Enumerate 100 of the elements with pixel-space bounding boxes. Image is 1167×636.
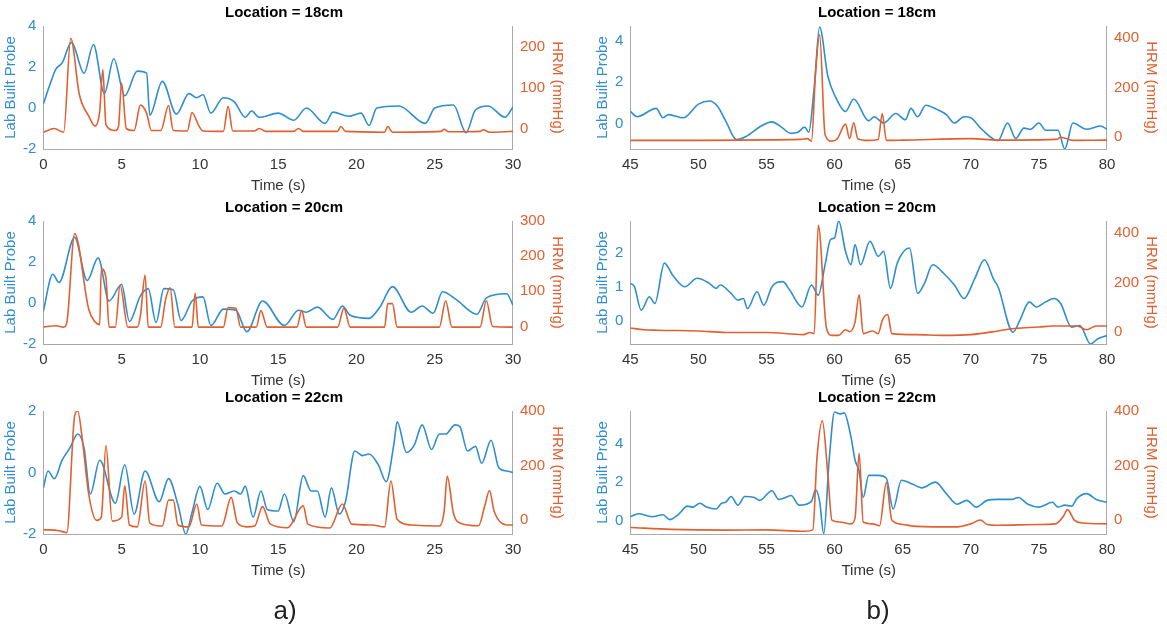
x-tick-label: 55 <box>758 540 775 558</box>
y-axis-title: Lab Built Probe <box>1 36 19 139</box>
y2-tick-label: 400 <box>1113 28 1139 46</box>
x-tick-label: 80 <box>1098 155 1116 173</box>
y2-tick-label: 200 <box>1113 272 1139 290</box>
y-axis-title: Lab Built Probe <box>1 421 19 524</box>
y-tick-label: 2 <box>27 57 37 75</box>
chart-title: Location = 18cm <box>818 3 936 21</box>
y2-tick-label: 200 <box>519 246 545 264</box>
y-axis-title: Lab Built Probe <box>1 231 19 334</box>
y2-tick-label: 0 <box>1113 510 1123 528</box>
x-tick-label: 70 <box>962 540 980 558</box>
y2-tick-label: 200 <box>519 36 545 54</box>
x-tick-label: 15 <box>269 540 287 558</box>
x-tick-label: 10 <box>191 350 209 368</box>
x-tick-label: 0 <box>39 155 48 173</box>
y2-tick-label: 400 <box>519 401 545 419</box>
y2-tick-label: 200 <box>1113 455 1139 473</box>
y2-tick-label: 0 <box>1113 321 1123 339</box>
y-tick-label: 4 <box>27 211 37 229</box>
x-tick-label: 75 <box>1030 155 1048 173</box>
x-tick-label: 0 <box>39 540 48 558</box>
y2-tick-label: 0 <box>1113 126 1123 144</box>
y2-tick-label: 200 <box>1113 77 1139 95</box>
y2-tick-label: 0 <box>519 316 529 334</box>
y-axis-title: Lab Built Probe <box>593 36 611 139</box>
x-tick-label: 25 <box>426 540 444 558</box>
chart-title: Location = 22cm <box>225 388 343 406</box>
x-axis-title: Time (s) <box>841 371 896 389</box>
y-tick-label: 0 <box>27 462 37 480</box>
y-tick-label: -2 <box>22 334 37 352</box>
y-tick-label: 0 <box>615 114 624 132</box>
chart-title: Location = 18cm <box>225 3 343 21</box>
x-tick-label: 55 <box>758 350 775 368</box>
x-tick-label: 55 <box>758 155 775 173</box>
x-axis-title: Time (s) <box>841 561 896 579</box>
y-tick-label: 2 <box>615 472 624 490</box>
y-tick-label: 0 <box>27 293 37 311</box>
text: b) <box>865 595 891 626</box>
x-tick-label: 45 <box>622 540 639 558</box>
x-axis-title: Time (s) <box>841 176 896 194</box>
x-tick-label: 50 <box>690 540 707 558</box>
x-tick-label: 5 <box>117 350 126 368</box>
x-tick-label: 65 <box>894 350 912 368</box>
x-tick-label: 30 <box>504 155 522 173</box>
x-tick-label: 65 <box>894 540 912 558</box>
y2-tick-label: 0 <box>519 118 529 136</box>
x-tick-label: 70 <box>962 155 980 173</box>
x-tick-label: 30 <box>504 350 522 368</box>
y-tick-label: -2 <box>22 524 37 542</box>
x-tick-label: 20 <box>348 155 365 173</box>
x-tick-label: 65 <box>894 155 912 173</box>
chart-title: Location = 22cm <box>818 388 936 406</box>
y2-axis-title: HRM (mmHg) <box>549 41 567 134</box>
x-tick-label: 5 <box>117 540 126 558</box>
y2-tick-label: 400 <box>1113 223 1139 241</box>
x-tick-label: 50 <box>690 155 707 173</box>
y-tick-label: 4 <box>27 16 37 34</box>
chart-title: Location = 20cm <box>818 198 936 216</box>
x-tick-label: 80 <box>1098 540 1116 558</box>
y2-tick-label: 300 <box>519 211 545 229</box>
x-axis-title: Time (s) <box>250 176 306 194</box>
y-tick-label: 1 <box>615 276 624 294</box>
x-tick-label: 15 <box>269 155 287 173</box>
y-tick-label: 4 <box>615 433 624 451</box>
x-tick-label: 10 <box>191 540 209 558</box>
text: a) <box>272 595 298 626</box>
x-axis-title: Time (s) <box>250 561 306 579</box>
y2-tick-label: 200 <box>519 455 545 473</box>
x-tick-label: 60 <box>826 350 843 368</box>
y-tick-label: 4 <box>615 30 624 48</box>
y2-axis-title: HRM (mmHg) <box>1143 426 1161 519</box>
x-tick-label: 70 <box>962 350 980 368</box>
y2-axis-title: HRM (mmHg) <box>549 236 567 329</box>
x-tick-label: 20 <box>348 540 365 558</box>
y2-tick-label: 400 <box>1113 401 1139 419</box>
x-tick-label: 10 <box>191 155 209 173</box>
x-tick-label: 60 <box>826 540 843 558</box>
y-axis-title: Lab Built Probe <box>593 421 611 524</box>
y-tick-label: 2 <box>615 72 624 90</box>
y2-axis-title: HRM (mmHg) <box>549 426 567 519</box>
y-tick-label: 2 <box>27 401 37 419</box>
y-tick-label: 0 <box>27 98 37 116</box>
x-tick-label: 45 <box>622 350 639 368</box>
x-tick-label: 75 <box>1030 540 1048 558</box>
y2-tick-label: 0 <box>519 510 529 528</box>
x-tick-label: 20 <box>348 350 365 368</box>
y-tick-label: 0 <box>615 310 624 328</box>
x-tick-label: 30 <box>504 540 522 558</box>
x-tick-label: 75 <box>1030 350 1048 368</box>
y-tick-label: -2 <box>22 139 37 157</box>
y-tick-label: 0 <box>615 510 624 528</box>
y-tick-label: 2 <box>27 252 37 270</box>
chart-title: Location = 20cm <box>225 198 343 216</box>
x-tick-label: 60 <box>826 155 843 173</box>
y-axis-title: Lab Built Probe <box>593 231 611 334</box>
y2-tick-label: 100 <box>519 77 545 95</box>
x-tick-label: 25 <box>426 155 444 173</box>
y2-axis-title: HRM (mmHg) <box>1143 41 1161 134</box>
y-tick-label: 2 <box>615 243 624 261</box>
